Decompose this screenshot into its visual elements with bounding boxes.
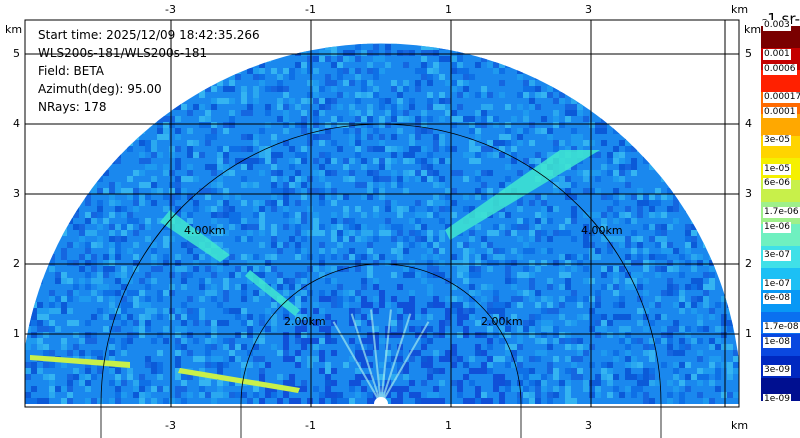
y-unit-left: km bbox=[5, 23, 23, 36]
colorbar-label: 0.00017 bbox=[763, 92, 800, 103]
y-tick-right: 4 bbox=[745, 117, 752, 130]
x-unit-bottom: km bbox=[731, 419, 749, 432]
azimuth-text: Azimuth(deg): 95.00 bbox=[38, 82, 162, 96]
colorbar-label: 0.003 bbox=[763, 20, 791, 31]
colorbar-label: 0.001 bbox=[763, 49, 791, 60]
x-tick-bottom: -1 bbox=[305, 419, 316, 432]
nrays-text: NRays: 178 bbox=[38, 100, 107, 114]
y-tick-left: 3 bbox=[13, 187, 20, 200]
x-tick-top: -3 bbox=[165, 3, 176, 16]
colorbar-label: 6e-06 bbox=[763, 178, 791, 189]
range-ring bbox=[240, 263, 522, 438]
colorbar-label: 0.0001 bbox=[763, 107, 797, 118]
y-tick-right: 1 bbox=[745, 327, 752, 340]
echo-hotspot bbox=[30, 355, 130, 368]
echo-streak bbox=[245, 270, 300, 316]
ring-label: 2.00km bbox=[284, 315, 326, 328]
echo-streak bbox=[160, 210, 230, 262]
x-tick-bottom: 3 bbox=[585, 419, 592, 432]
colorbar-label: 3e-07 bbox=[763, 250, 791, 261]
colorbar-label: 1e-09 bbox=[763, 394, 791, 405]
start-time-text: Start time: 2025/12/09 18:42:35.266 bbox=[38, 28, 260, 42]
y-tick-left: 5 bbox=[13, 47, 20, 60]
range-rings: 2.00km 2.00km 4.00km 4.00km bbox=[100, 123, 662, 438]
x-tick-top: -1 bbox=[305, 3, 316, 16]
y-tick-left: 2 bbox=[13, 257, 20, 270]
instrument-text: WLS200s-181/WLS200s-181 bbox=[38, 46, 208, 60]
colorbar-label: 3e-05 bbox=[763, 135, 791, 146]
ring-label: 4.00km bbox=[184, 224, 226, 237]
ring-label: 2.00km bbox=[481, 315, 523, 328]
x-unit-top: km bbox=[731, 3, 749, 16]
radar-origin bbox=[374, 397, 388, 411]
y-unit-right: km bbox=[744, 23, 762, 36]
colorbar-label: 0.0006 bbox=[763, 64, 797, 75]
plot-frame bbox=[24, 19, 740, 408]
grid-lines bbox=[25, 20, 739, 407]
colorbar-segment bbox=[761, 114, 800, 137]
colorbar-label: 1.7e-06 bbox=[763, 207, 800, 218]
y-tick-left: 1 bbox=[13, 327, 20, 340]
colorbar-label: 1e-06 bbox=[763, 222, 791, 233]
range-ring bbox=[100, 123, 662, 438]
echo-hotspot bbox=[178, 368, 300, 393]
x-tick-top: 3 bbox=[585, 3, 592, 16]
colorbar-label: 3e-09 bbox=[763, 365, 791, 376]
x-tick-top: 1 bbox=[445, 3, 452, 16]
colorbar-label: 1e-07 bbox=[763, 279, 791, 290]
colorbar-segment bbox=[761, 26, 800, 49]
y-tick-right: 2 bbox=[745, 257, 752, 270]
y-tick-left: 4 bbox=[13, 117, 20, 130]
colorbar-label: 1e-08 bbox=[763, 337, 791, 348]
colorbar-segment bbox=[761, 70, 800, 93]
plot-info-box: Start time: 2025/12/09 18:42:35.266 WLS2… bbox=[38, 26, 260, 116]
x-tick-bottom: 1 bbox=[445, 419, 452, 432]
field-text: Field: BETA bbox=[38, 64, 104, 78]
y-tick-right: 3 bbox=[745, 187, 752, 200]
colorbar-label: 1e-05 bbox=[763, 164, 791, 175]
y-tick-right: 5 bbox=[745, 47, 752, 60]
colorbar: 0.003 0.001 0.0006 0.00017 0.0001 3e-05 1e-05 6… bbox=[761, 20, 800, 405]
x-tick-bottom: -3 bbox=[165, 419, 176, 432]
colorbar-label: 1.7e-08 bbox=[763, 322, 800, 333]
echo-streak bbox=[445, 150, 600, 240]
colorbar-label: 6e-08 bbox=[763, 293, 791, 304]
ring-label: 4.00km bbox=[581, 224, 623, 237]
